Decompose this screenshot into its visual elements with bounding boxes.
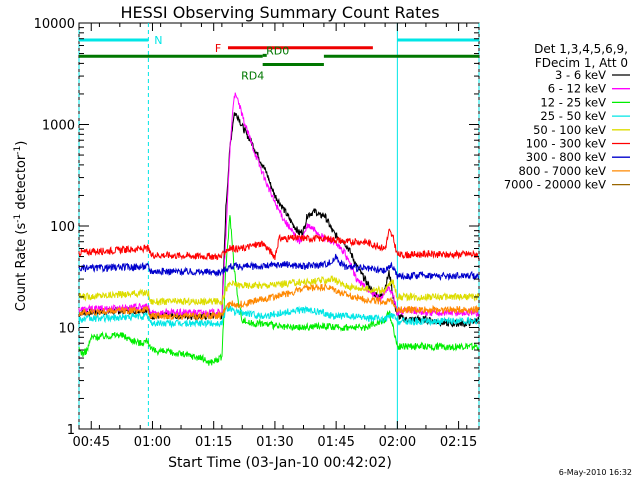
series-line-0 — [78, 112, 480, 328]
legend-label-4: 50 - 100 keV — [533, 123, 606, 137]
x-tick-label-6: 02:15 — [440, 435, 477, 450]
annotation-label-0: N — [154, 34, 162, 47]
x-tick-label-5: 02:00 — [379, 435, 416, 450]
series-line-6 — [78, 253, 480, 281]
legend-label-6: 300 - 800 keV — [526, 150, 606, 164]
legend-label-2: 12 - 25 keV — [540, 95, 606, 109]
x-tick-label-3: 01:30 — [256, 435, 293, 450]
legend-label-7: 800 - 7000 keV — [518, 164, 606, 178]
legend-label-0: 3 - 6 keV — [555, 68, 606, 82]
legend-label-1: 6 - 12 keV — [548, 82, 606, 96]
x-tick-label-2: 01:15 — [195, 435, 232, 450]
annotation-label-2: RD0 — [266, 44, 289, 57]
y-tick-label-1: 10 — [58, 322, 75, 337]
annotation-label-1: F — [215, 42, 221, 55]
legend-label-8: 7000 - 20000 keV — [504, 178, 606, 192]
series-line-4 — [78, 275, 480, 306]
plot-frame — [78, 22, 480, 430]
y-tick-label-2: 100 — [50, 220, 75, 235]
y-axis-label: Count Rate (s-1 detector-1) — [13, 141, 29, 312]
x-tick-label-4: 01:45 — [317, 435, 354, 450]
series-line-5 — [78, 228, 480, 261]
y-tick-label-4: 10000 — [34, 17, 75, 32]
y-tick-label-0: 1 — [67, 423, 75, 438]
y-tick-label-3: 1000 — [42, 119, 75, 134]
series-line-3 — [78, 305, 480, 329]
footer-date: 6-May-2010 16:32 — [559, 468, 632, 477]
series-group — [78, 92, 480, 366]
legend-header-2: FDecim 1, Att 0 — [535, 56, 628, 70]
saa-markers — [78, 23, 480, 429]
x-tick-label-0: 00:45 — [73, 435, 110, 450]
legend-header-1: Det 1,3,4,5,6,9, — [534, 42, 628, 56]
x-tick-label-1: 01:00 — [134, 435, 171, 450]
x-axis-label: Start Time (03-Jan-10 00:42:02) — [168, 455, 392, 471]
annotation-label-3: RD4 — [241, 70, 264, 83]
chart-title: HESSI Observing Summary Count Rates — [120, 3, 439, 22]
series-line-2 — [78, 215, 480, 366]
legend-label-3: 25 - 50 keV — [540, 109, 606, 123]
legend: Det 1,3,4,5,6,9, FDecim 1, Att 0 3 - 6 k… — [504, 42, 630, 192]
legend-label-5: 100 - 300 keV — [526, 137, 606, 151]
series-line-7 — [78, 283, 480, 322]
axes: 00:45 01:00 01:15 01:30 01:45 02:00 02:15 1 10 10… — [34, 17, 479, 450]
